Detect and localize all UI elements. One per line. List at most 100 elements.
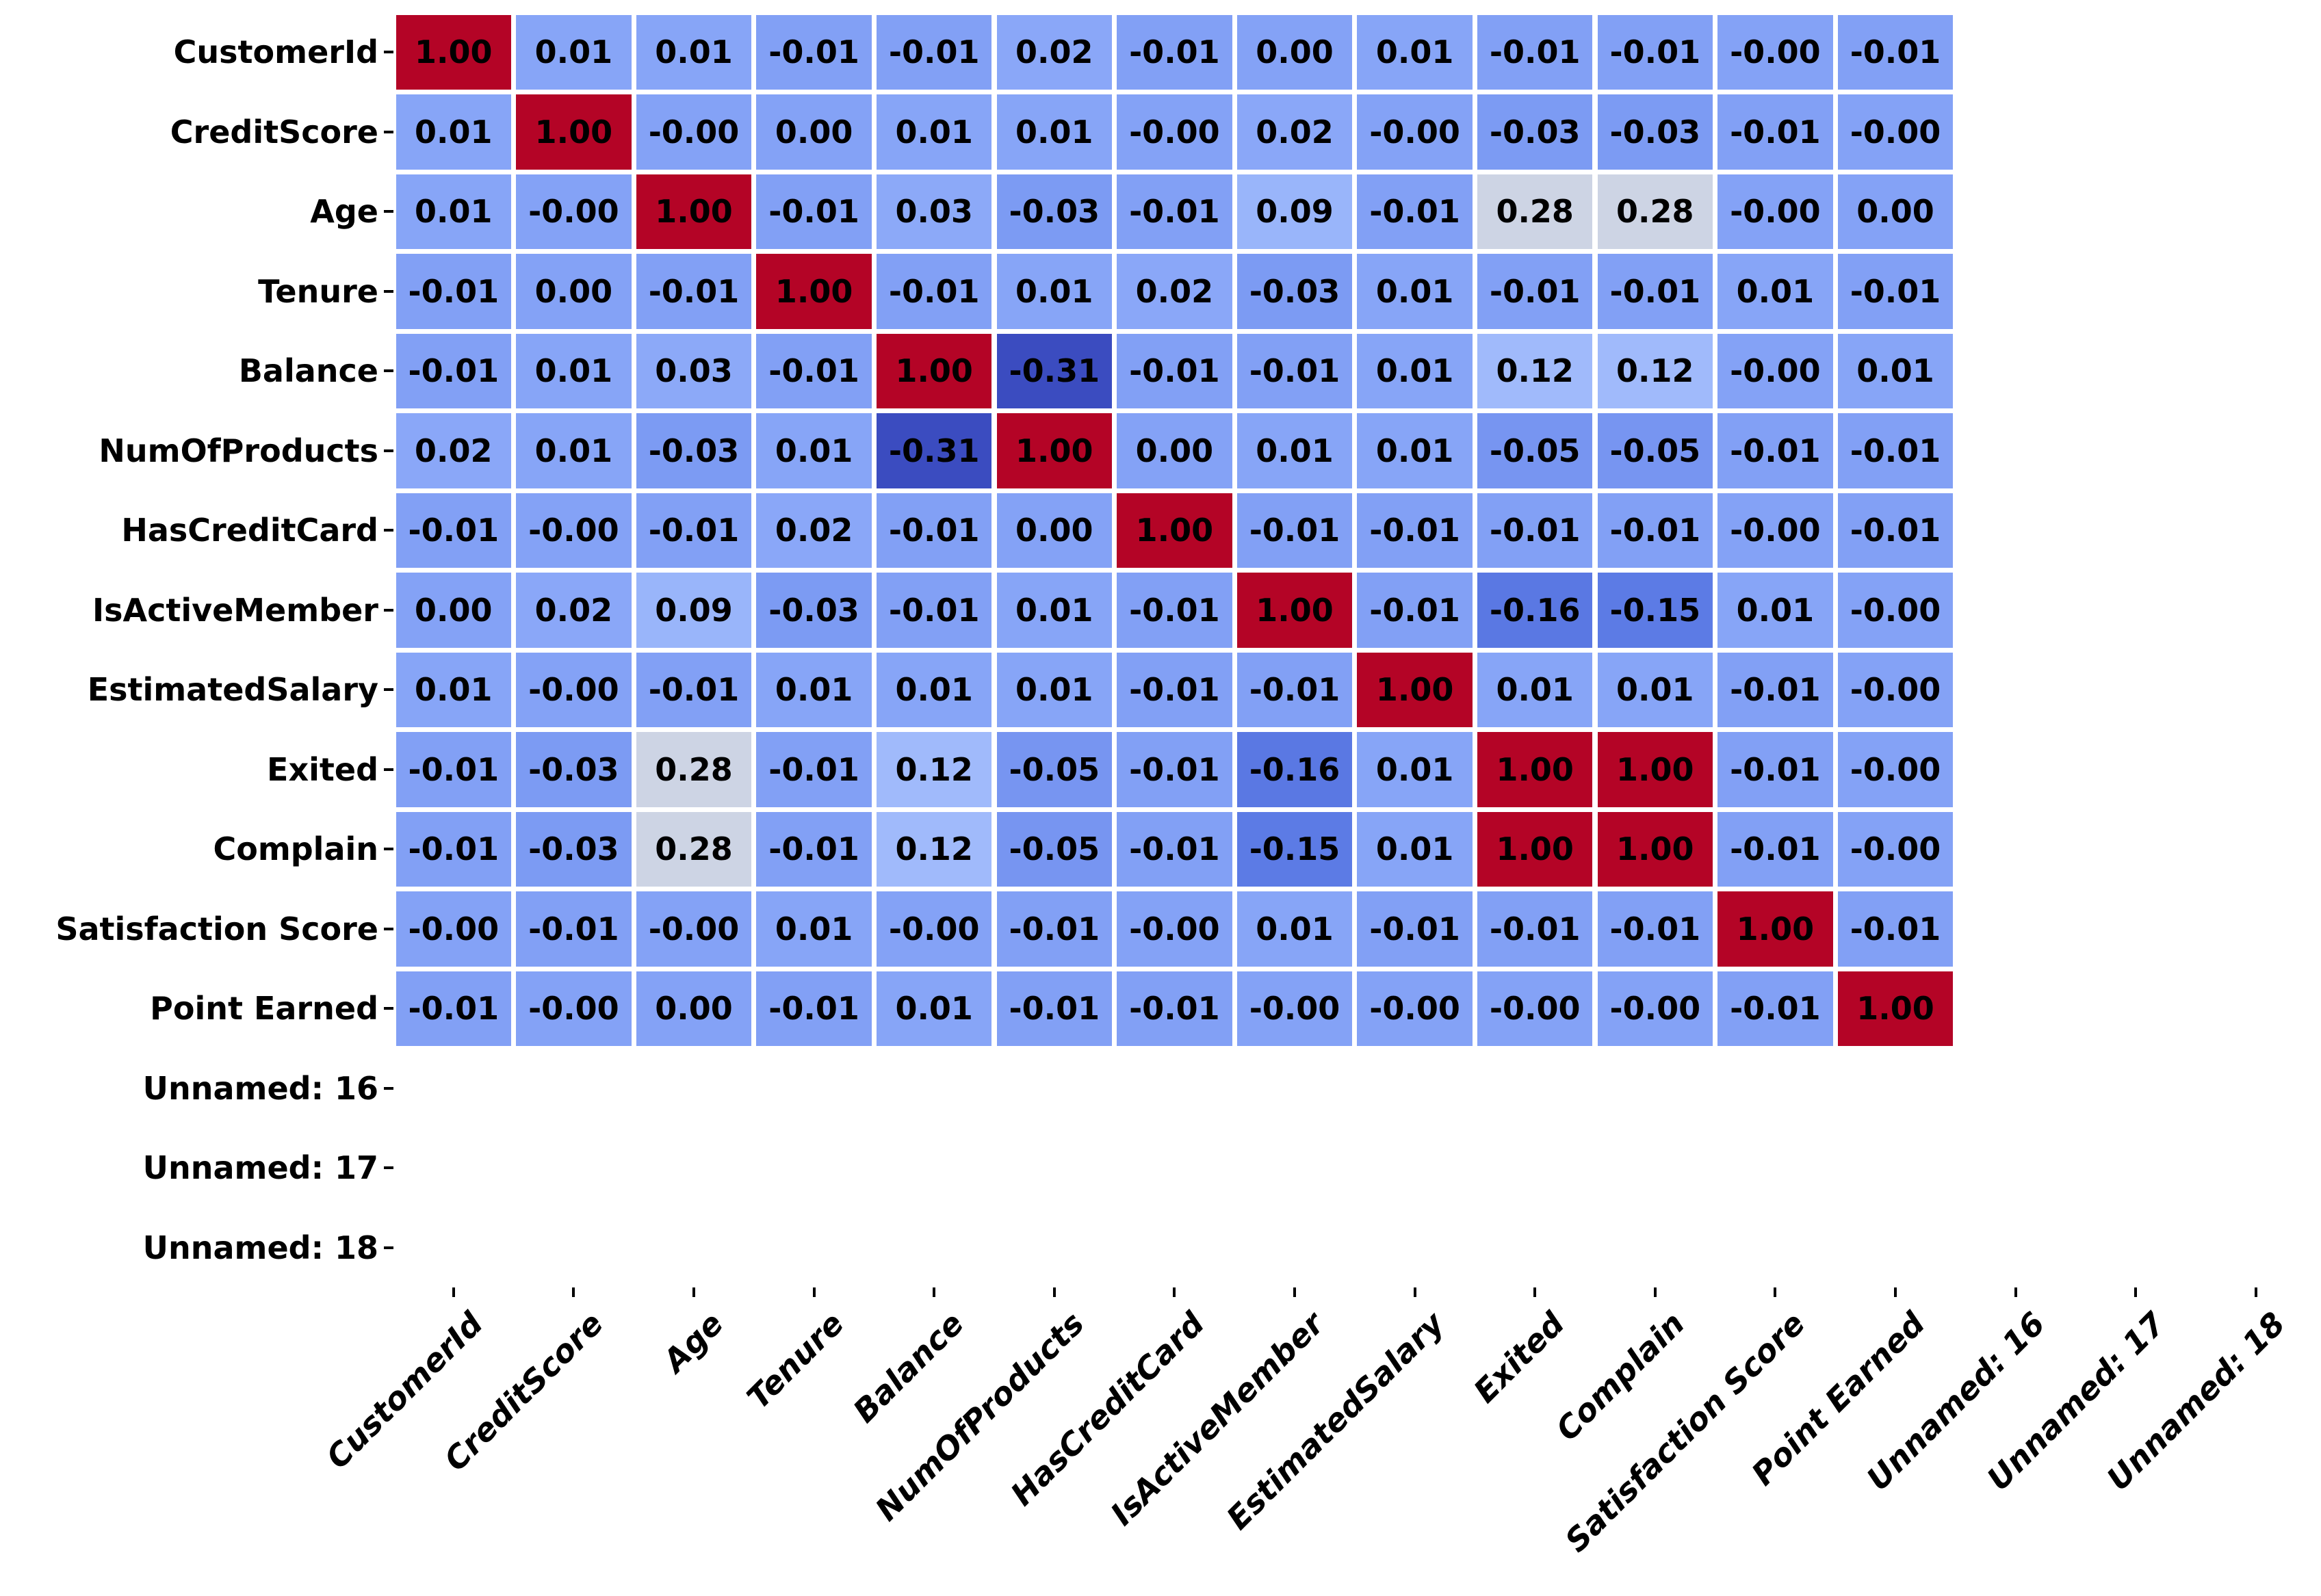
heatmap-cell: -0.00 (876, 891, 992, 967)
heatmap-cell: -0.01 (1597, 891, 1713, 967)
heatmap-cell: -0.05 (996, 811, 1113, 887)
heatmap-cell: -0.01 (1236, 333, 1353, 408)
heatmap-cell: -0.01 (1357, 493, 1473, 568)
y-tick-label: Unnamed: 18 (142, 1229, 378, 1266)
heatmap-cell: 0.01 (1357, 413, 1473, 488)
heatmap-cell: -0.01 (1477, 14, 1593, 90)
x-tick-label: Satisfaction Score (1557, 1305, 1813, 1560)
heatmap-cell: 1.00 (1236, 573, 1353, 648)
heatmap-cell: -0.00 (1717, 14, 1833, 90)
heatmap-cell: -0.16 (1477, 573, 1593, 648)
heatmap-cell: 0.01 (516, 333, 632, 408)
x-tick-mark (572, 1287, 575, 1297)
heatmap-cell: 0.28 (636, 811, 752, 887)
heatmap-cell: -0.01 (1117, 174, 1232, 249)
heatmap-cell: 0.02 (1236, 94, 1353, 170)
y-tick-mark (384, 1007, 393, 1010)
heatmap-cell: -0.01 (636, 652, 752, 727)
heatmap-cell: -0.01 (1117, 652, 1232, 727)
heatmap-cell: -0.01 (396, 333, 512, 408)
heatmap-cell: -0.01 (1717, 94, 1833, 170)
heatmap-cell: 0.01 (756, 413, 872, 488)
heatmap-cell: -0.01 (1837, 254, 1954, 329)
x-tick-label: Age (656, 1305, 731, 1380)
heatmap-cell: -0.00 (1837, 94, 1954, 170)
heatmap-cell: -0.03 (1477, 94, 1593, 170)
heatmap-cell: -0.01 (1717, 413, 1833, 488)
x-tick-label: Exited (1466, 1305, 1572, 1410)
y-tick-label: EstimatedSalary (87, 671, 378, 709)
x-tick-mark (452, 1287, 455, 1297)
heatmap-cell: 0.03 (876, 174, 992, 249)
heatmap-cell: -0.01 (1717, 732, 1833, 807)
heatmap-cell: -0.00 (1717, 174, 1833, 249)
heatmap-cell: -0.01 (996, 891, 1113, 967)
heatmap-cell: 0.01 (996, 573, 1113, 648)
y-tick-mark (384, 1246, 393, 1249)
heatmap-cell: -0.01 (1357, 891, 1473, 967)
x-tick-mark (2254, 1287, 2257, 1297)
heatmap-cell: 0.01 (1357, 14, 1473, 90)
y-tick-mark (384, 768, 393, 771)
heatmap-cell: -0.05 (1477, 413, 1593, 488)
y-tick-mark (384, 289, 393, 293)
y-tick-label: IsActiveMember (92, 591, 378, 629)
heatmap-cell: -0.05 (996, 732, 1113, 807)
heatmap-cell: -0.01 (396, 971, 512, 1046)
heatmap-cell: -0.03 (516, 732, 632, 807)
y-tick-label: Satisfaction Score (55, 910, 378, 947)
y-tick-label: CreditScore (170, 113, 378, 151)
y-tick-mark (384, 848, 393, 851)
y-tick-label: Unnamed: 17 (142, 1149, 378, 1187)
heatmap-cell: 0.01 (1717, 573, 1833, 648)
heatmap-cell: 0.01 (396, 652, 512, 727)
heatmap-cell: 0.00 (996, 493, 1113, 568)
heatmap-cell: -0.01 (1357, 174, 1473, 249)
heatmap-cell: -0.01 (1117, 732, 1232, 807)
heatmap-cell: -0.00 (1717, 493, 1833, 568)
heatmap-cell: -0.01 (1117, 573, 1232, 648)
heatmap-cell: 1.00 (516, 94, 632, 170)
heatmap-cell: -0.01 (756, 732, 872, 807)
x-tick-mark (1173, 1287, 1176, 1297)
y-tick-mark (384, 130, 393, 133)
heatmap-cell: -0.01 (1837, 413, 1954, 488)
heatmap-cell: -0.01 (1597, 493, 1713, 568)
heatmap-cell: -0.05 (1597, 413, 1713, 488)
heatmap-cell: -0.01 (876, 14, 992, 90)
heatmap-cell: 1.00 (1837, 971, 1954, 1046)
heatmap-cell: 1.00 (1597, 732, 1713, 807)
heatmap-cell: -0.00 (516, 971, 632, 1046)
heatmap-cell: -0.01 (1117, 971, 1232, 1046)
heatmap-cell: 0.00 (756, 94, 872, 170)
heatmap-cell: -0.01 (756, 333, 872, 408)
heatmap-cell: -0.03 (996, 174, 1113, 249)
heatmap-cell: -0.01 (1717, 811, 1833, 887)
heatmap-cell: 0.12 (1597, 333, 1713, 408)
heatmap-cell: 0.01 (756, 891, 872, 967)
heatmap-cell: 1.00 (636, 174, 752, 249)
heatmap-cell: 0.01 (1236, 413, 1353, 488)
heatmap-cell: 0.00 (1236, 14, 1353, 90)
y-tick-label: Point Earned (150, 990, 378, 1028)
heatmap-cell: 0.01 (876, 971, 992, 1046)
heatmap-cell: 0.01 (516, 413, 632, 488)
heatmap-cell: 0.01 (636, 14, 752, 90)
heatmap-cell: -0.03 (516, 811, 632, 887)
heatmap-cell: -0.00 (1236, 971, 1353, 1046)
heatmap-cell: -0.00 (1717, 333, 1833, 408)
y-tick-label: Complain (213, 830, 378, 868)
y-tick-label: Tenure (258, 272, 378, 310)
x-tick-mark (2014, 1287, 2017, 1297)
heatmap-cell: 1.00 (996, 413, 1113, 488)
heatmap-cell: -0.01 (756, 811, 872, 887)
heatmap-cell: 1.00 (1357, 652, 1473, 727)
heatmap-cell: 1.00 (1117, 493, 1232, 568)
y-tick-label: CustomerId (173, 34, 378, 71)
heatmap-cell: -0.01 (396, 493, 512, 568)
heatmap-cell: -0.01 (1117, 14, 1232, 90)
heatmap-cell: -0.00 (636, 94, 752, 170)
heatmap-cell: -0.00 (1477, 971, 1593, 1046)
heatmap-cell: -0.00 (1837, 732, 1954, 807)
heatmap-cell: -0.15 (1236, 811, 1353, 887)
